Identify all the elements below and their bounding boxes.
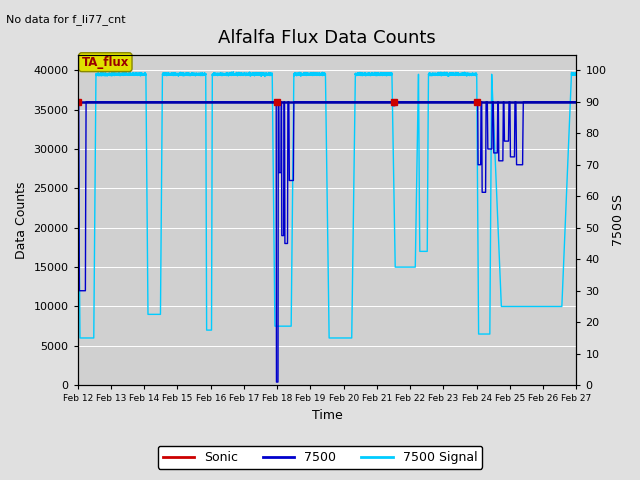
Y-axis label: 7500 SS: 7500 SS <box>612 194 625 246</box>
Y-axis label: Data Counts: Data Counts <box>15 181 28 259</box>
Legend: Sonic, 7500, 7500 Signal: Sonic, 7500, 7500 Signal <box>158 446 482 469</box>
Text: No data for f_li77_cnt: No data for f_li77_cnt <box>6 14 126 25</box>
Text: TA_flux: TA_flux <box>82 56 129 69</box>
Title: Alfalfa Flux Data Counts: Alfalfa Flux Data Counts <box>218 29 436 48</box>
X-axis label: Time: Time <box>312 409 342 422</box>
